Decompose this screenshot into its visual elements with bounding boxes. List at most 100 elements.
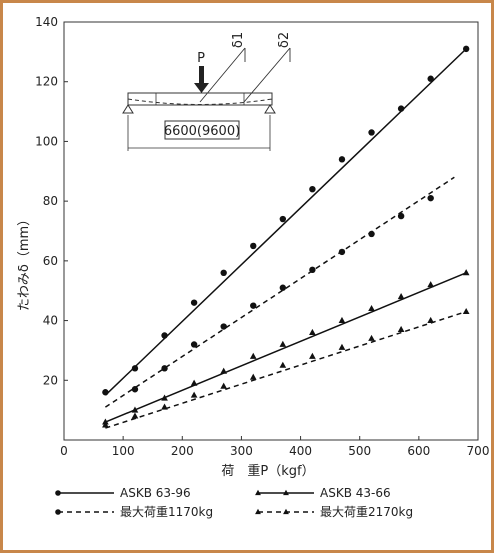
series-line — [105, 310, 467, 429]
data-point-circle — [55, 490, 61, 496]
data-point-triangle — [368, 334, 375, 341]
ticks-layer: 0 100 200 300 400 500 600 700 20 40 60 80 100 120 140 — [35, 15, 489, 458]
delta2-gauge-line — [243, 47, 291, 103]
data-point-triangle — [249, 352, 257, 359]
y-axis-title: たわみδ（mm） — [17, 213, 32, 311]
span-label: 6600(9600) — [164, 124, 240, 139]
left-support-icon — [122, 104, 134, 114]
data-point-circle — [220, 269, 227, 276]
data-point-circle — [55, 509, 61, 515]
data-point-triangle — [309, 328, 316, 335]
x-tick-label: 600 — [407, 444, 430, 458]
data-point-triangle — [249, 373, 257, 380]
data-point-circle — [338, 248, 346, 256]
data-point-circle — [338, 156, 346, 163]
y-tick-label: 80 — [43, 194, 58, 208]
data-point-triangle — [462, 269, 470, 276]
data-point-circle — [397, 105, 405, 112]
right-support-icon — [264, 104, 276, 114]
data-point-triangle — [161, 403, 168, 410]
legend-label: 最大荷重1170kg — [120, 505, 213, 519]
legend: ASKB 63-96 最大荷重1170kg ASKB 43-66 最大荷重2170kg — [55, 486, 413, 519]
data-point-triangle — [102, 421, 109, 428]
beam-diagram: 6600(9600) P δ1 δ2 — [122, 32, 292, 151]
data-point-circle — [161, 332, 168, 339]
data-point-circle — [309, 266, 316, 274]
data-point-triangle — [283, 508, 289, 515]
x-tick-label: 200 — [171, 444, 194, 458]
legend-label: ASKB 43-66 — [320, 486, 391, 500]
data-point-triangle — [220, 367, 228, 374]
delta1-gauge-line — [199, 47, 246, 103]
data-point-circle — [220, 323, 227, 330]
data-point-triangle — [190, 391, 198, 398]
deflected-shape — [127, 98, 273, 105]
data-point-triangle — [309, 352, 316, 359]
y-tick-label: 140 — [35, 15, 58, 29]
series-group — [104, 176, 455, 408]
series-group — [102, 269, 470, 425]
delta1-label: δ1 — [231, 32, 246, 48]
data-point-circle — [427, 75, 434, 82]
data-point-triangle — [368, 304, 375, 312]
data-point-circle — [279, 284, 287, 291]
data-point-triangle — [283, 489, 289, 496]
data-point-circle — [397, 212, 405, 220]
data-point-circle — [368, 230, 375, 238]
data-point-circle — [250, 302, 257, 309]
x-tick-label: 700 — [467, 444, 490, 458]
load-label: P — [197, 51, 205, 66]
series-line — [105, 272, 467, 423]
y-tick-label: 100 — [35, 134, 58, 148]
y-tick-label: 120 — [35, 75, 58, 89]
legend-label: ASKB 63-96 — [120, 486, 191, 500]
x-axis-title: 荷 重P（kgf） — [221, 463, 314, 479]
series-layer — [102, 45, 470, 429]
x-tick-label: 100 — [112, 444, 135, 458]
x-tick-label: 400 — [289, 444, 312, 458]
data-point-triangle — [255, 489, 261, 496]
plot-border — [63, 21, 479, 441]
series-group — [102, 45, 470, 396]
data-point-triangle — [397, 293, 405, 300]
series-line — [104, 176, 455, 408]
x-tick-label: 300 — [230, 444, 253, 458]
data-point-triangle — [338, 343, 346, 350]
data-point-triangle — [255, 508, 261, 515]
data-point-circle — [368, 129, 375, 136]
data-point-triangle — [338, 316, 346, 324]
data-point-triangle — [190, 379, 198, 386]
data-point-triangle — [462, 307, 470, 315]
data-point-triangle — [220, 382, 228, 389]
data-point-circle — [190, 299, 198, 306]
data-point-circle — [250, 242, 257, 250]
data-point-circle — [309, 186, 316, 193]
load-arrow-icon — [194, 83, 209, 93]
plot-frame — [63, 21, 479, 441]
span-label-box — [164, 120, 240, 140]
y-tick-label: 20 — [43, 373, 58, 387]
data-point-circle — [190, 341, 198, 348]
data-point-circle — [131, 365, 139, 372]
data-point-triangle — [427, 316, 435, 324]
x-tick-label: 500 — [348, 444, 371, 458]
y-tick-label: 60 — [43, 254, 58, 268]
data-point-triangle — [427, 281, 435, 288]
data-point-circle — [427, 194, 434, 202]
data-point-circle — [279, 215, 287, 223]
load-arrow-shaft — [199, 66, 204, 84]
delta2-label: δ2 — [277, 32, 292, 48]
data-point-triangle — [161, 394, 168, 401]
data-point-triangle — [279, 361, 287, 368]
data-point-triangle — [131, 406, 139, 413]
y-tick-label: 40 — [43, 314, 58, 328]
x-tick-label: 0 — [60, 444, 68, 458]
data-point-triangle — [131, 412, 139, 419]
data-point-circle — [462, 45, 470, 53]
legend-label: 最大荷重2170kg — [320, 505, 413, 519]
data-point-circle — [131, 386, 139, 393]
data-point-triangle — [397, 325, 405, 332]
data-point-triangle — [279, 340, 287, 347]
